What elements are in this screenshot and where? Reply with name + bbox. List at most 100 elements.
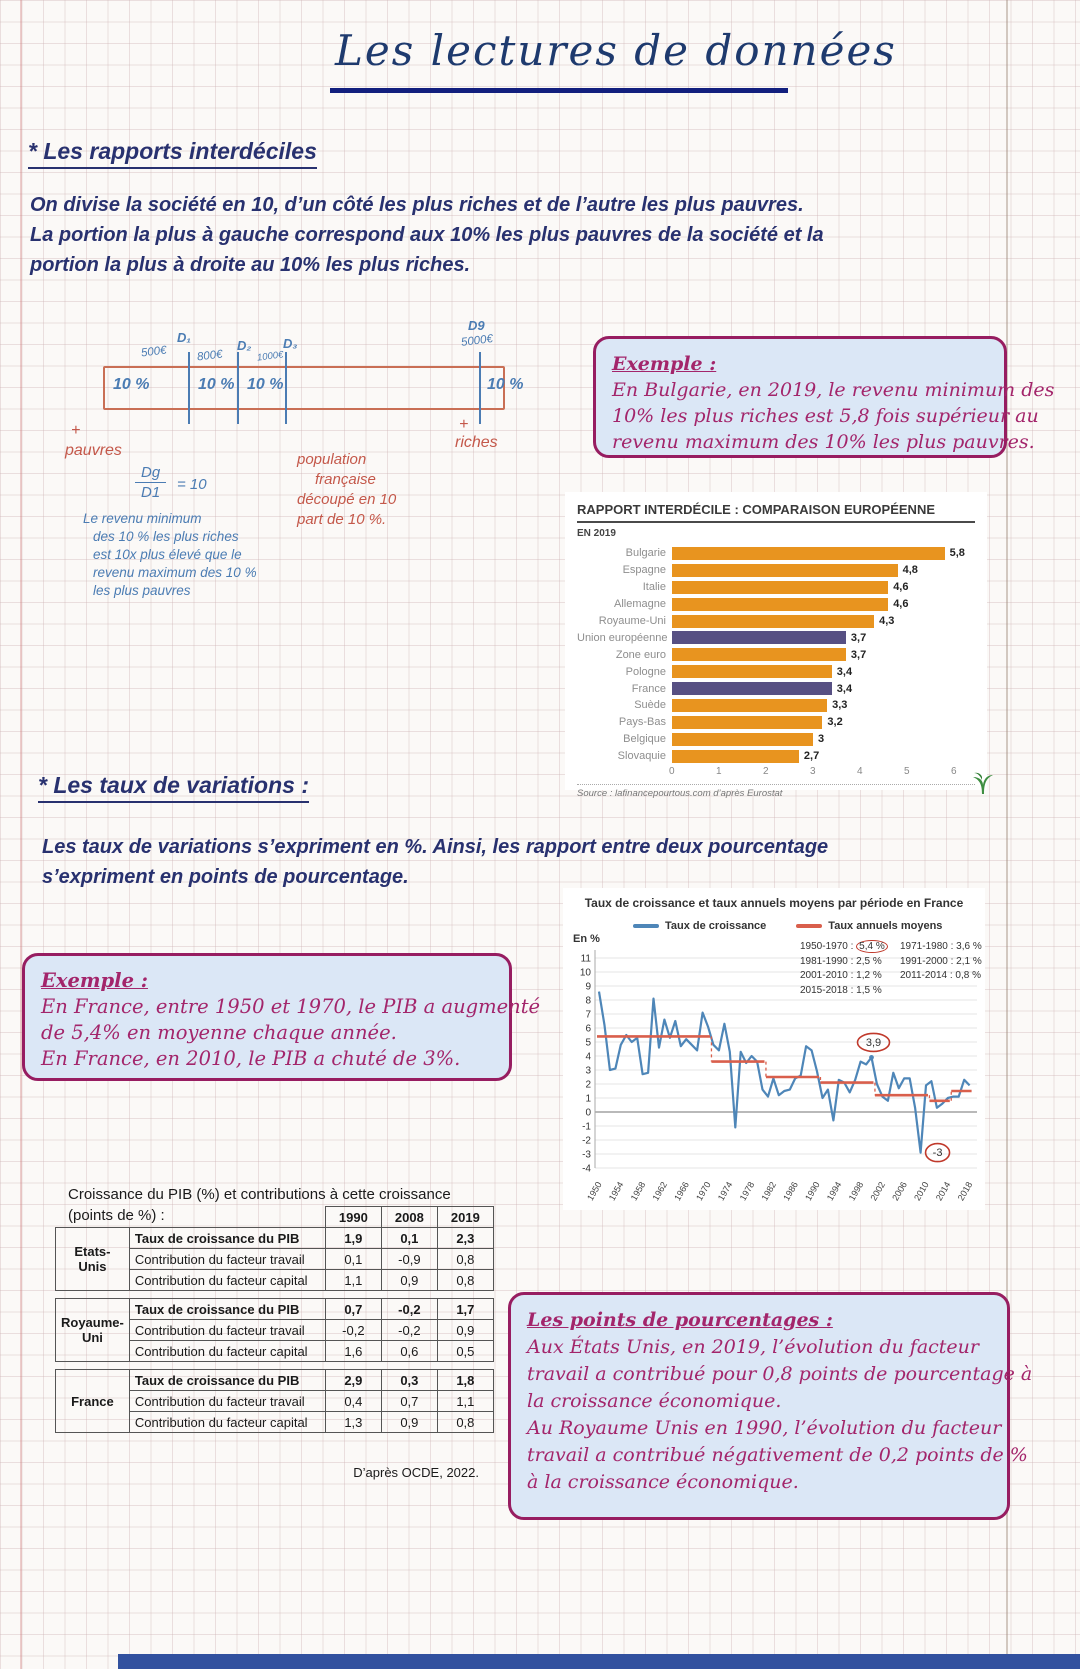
svg-text:2: 2 [585, 1080, 591, 1091]
left-margin-line [20, 0, 22, 1669]
decile-cell-10: 10 % [487, 376, 524, 393]
example2-text: En France, entre 1950 et 1970, le PIB a … [41, 995, 541, 1070]
example2-title: Exemple : [41, 969, 148, 992]
blue-line-swatch [633, 924, 659, 928]
decile-cell-1: 10 % [113, 376, 150, 393]
svg-text:6: 6 [585, 1024, 591, 1035]
plant-icon [973, 772, 993, 794]
d3-label: D₃ [283, 336, 298, 351]
svg-text:En %: En % [573, 933, 600, 945]
decile-rectangle [103, 366, 505, 410]
points-box-text: Aux États Unis, en 2019, l’évolution du … [527, 1336, 1033, 1493]
bar-row: Espagne 4,8 [622, 563, 918, 577]
bar-chart-subtitle: EN 2019 [577, 528, 616, 539]
svg-text:4: 4 [585, 1052, 591, 1063]
svg-text:-3: -3 [933, 1147, 943, 1159]
d9-label: D9 [468, 318, 485, 333]
decile-cell-3: 10 % [247, 376, 284, 393]
bar-row: Zone euro 3,7 [615, 648, 867, 662]
example1-text: En Bulgarie, en 2019, le revenu minimum … [612, 379, 1055, 453]
decile-note-red: population française découpé en 10 part de … [297, 451, 397, 528]
d2-price: 800€ [196, 348, 224, 364]
bar-row: Union européenne 3,7 [577, 631, 867, 645]
svg-text:1974: 1974 [716, 1180, 735, 1202]
svg-text:7: 7 [585, 1010, 591, 1021]
svg-text:2006: 2006 [890, 1180, 909, 1202]
svg-text:11: 11 [581, 954, 592, 965]
bar-row: Royaume-Uni 4,3 [598, 614, 895, 628]
next-page-edge [118, 1654, 1080, 1669]
bar-chart-source: Source : lafinancepourtous.com d’après E… [577, 783, 975, 799]
d2-label: D₂ [237, 338, 252, 353]
svg-text:-2: -2 [582, 1136, 591, 1147]
d3-price: 1000€ [256, 349, 284, 364]
red-line-swatch [796, 924, 823, 928]
bar-row: Italie 4,6 [642, 580, 909, 594]
table-row: France Taux de croissance du PIB 2,9 0,3 1,8 [55, 1369, 494, 1433]
svg-text:2018: 2018 [956, 1180, 975, 1202]
decile-ratio-formula: Dg D1 [135, 464, 167, 501]
points-pourcentage-box: Les points de pourcentages : Aux États U… [508, 1292, 1033, 1520]
bar-row: Belgique 3 [623, 732, 825, 746]
svg-text:-4: -4 [582, 1164, 591, 1175]
growth-line-chart: -4 -3 -2 -1 0 1 2 3 4 5 6 7 8 9 10 11 En % 1950 1954 1958 19… [563, 888, 985, 1210]
section2-heading: * Les taux de variations : [38, 772, 309, 803]
svg-text:2014: 2014 [934, 1180, 953, 1202]
svg-text:-1: -1 [582, 1122, 591, 1133]
bar-row: Bulgarie 5,8 [625, 546, 965, 560]
svg-text:3: 3 [585, 1066, 591, 1077]
svg-text:0: 0 [585, 1108, 591, 1119]
title-underline [330, 88, 788, 93]
svg-text:8: 8 [585, 996, 591, 1007]
legend-taux-croissance: Taux de croissance [633, 920, 766, 932]
section1-paragraph: On divise la société en 10, d’un côté le… [30, 194, 824, 276]
table-row: Contribution du facteur capital 1,1 0,9 0,8 [56, 1269, 494, 1291]
svg-text:3,9: 3,9 [866, 1037, 881, 1049]
table-row: Contribution du facteur capital 1,3 0,9 0,8 [56, 1411, 494, 1433]
table-row: Royaume-Uni Taux de croissance du PIB 0,7-… [55, 1298, 494, 1362]
decile-ratio-result: = 10 [177, 476, 207, 493]
svg-text:1: 1 [585, 1094, 591, 1105]
period-annotations: 1950-1970 : 5,4 % 1971-1980 : 3,6 % 1981-1… [800, 940, 982, 996]
svg-text:1954: 1954 [607, 1180, 626, 1202]
svg-text:1986: 1986 [781, 1180, 800, 1202]
svg-text:1970: 1970 [694, 1180, 713, 1202]
section1-heading: * Les rapports interdéciles [28, 138, 317, 169]
table-row: Etats-Unis Taux de croissance du PIB 1,9 0,… [55, 1227, 494, 1291]
svg-text:1990: 1990 [803, 1180, 822, 1202]
gdp-table: 1990 2008 2019 Etats-Unis Taux de croissance… [55, 1206, 494, 1433]
svg-text:1966: 1966 [672, 1180, 691, 1202]
line-chart-legend: Taux de croissance Taux annuels moyens [633, 920, 942, 932]
d2-divider [237, 352, 239, 424]
pauvres-label: pauvres [65, 442, 122, 459]
plus-left: + [71, 422, 81, 439]
section2-paragraph: Les taux de variations s’expriment en %.… [42, 836, 829, 888]
page-edge-line [1006, 0, 1008, 1669]
table-row: Contribution du facteur capital 1,6 0,6 0,5 [56, 1340, 494, 1362]
interdecile-bar-chart: RAPPORT INTERDÉCILE : COMPARAISON EUROPÉ… [565, 492, 993, 799]
svg-text:9: 9 [585, 982, 591, 993]
svg-text:1982: 1982 [759, 1180, 778, 1202]
svg-text:1950: 1950 [585, 1180, 604, 1202]
d1-label: D₁ [177, 330, 191, 345]
svg-text:2002: 2002 [868, 1180, 887, 1202]
decile-diagram: D₁ 500€ D₂ 800€ D₃ 1000€ D9 5000€ 10 % 1… [65, 318, 525, 598]
table-row: Contribution du facteur travail 0,1 -0,9 0,… [56, 1248, 494, 1270]
line-chart-title: Taux de croissance et taux annuels moyen… [584, 896, 964, 910]
svg-text:2010: 2010 [912, 1180, 931, 1202]
example-box-bulgaria: Exemple : En Bulgarie, en 2019, le reven… [593, 336, 1055, 458]
bar-row: Pologne 3,4 [625, 665, 853, 679]
points-box-title: Les points de pourcentages : [527, 1309, 833, 1331]
riches-label: riches [455, 434, 498, 451]
example1-title: Exemple : [612, 353, 717, 375]
svg-text:-3: -3 [582, 1150, 591, 1161]
bar-row: Slovaquie 2,7 [617, 749, 820, 763]
svg-text:1978: 1978 [738, 1180, 757, 1202]
svg-text:1994: 1994 [825, 1180, 844, 1202]
bar-row: Pays-Bas 3,2 [618, 715, 843, 729]
svg-text:1958: 1958 [629, 1180, 648, 1202]
d1-divider [188, 352, 190, 424]
